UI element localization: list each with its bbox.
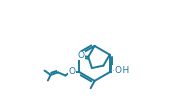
Text: O: O — [77, 51, 84, 60]
Text: -OH: -OH — [112, 66, 129, 75]
Text: O: O — [115, 66, 122, 75]
Text: O: O — [69, 67, 75, 76]
